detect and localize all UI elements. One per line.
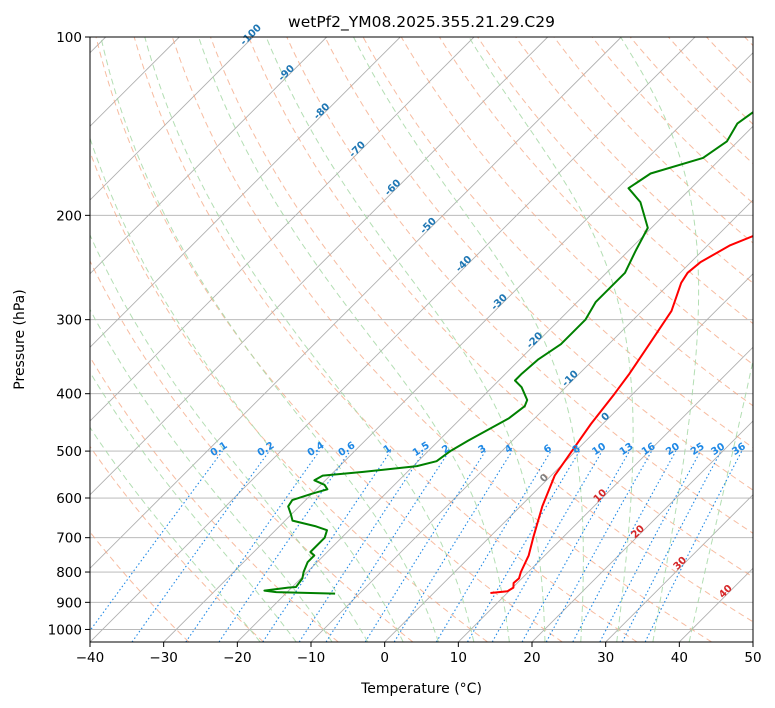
moist-adiabat-line <box>265 37 546 642</box>
profile-lines <box>263 111 753 595</box>
mixing-ratio-line <box>572 450 677 642</box>
y-tick-label: 100 <box>56 30 82 46</box>
isotherm-line <box>236 125 753 642</box>
y-axis-ticks: 1000 900 800 700 600 500 400 300 200 100 <box>48 30 90 638</box>
y-tick-label: 700 <box>56 531 82 547</box>
isotherm-line <box>90 37 475 422</box>
isotherm-line <box>90 37 254 201</box>
mixing-ratio-line <box>131 450 270 642</box>
mixing-ratio-line <box>644 450 743 642</box>
mixing-ratio-label: 6 <box>542 443 554 456</box>
x-tick-label: 30 <box>597 650 614 666</box>
y-tick-label: 400 <box>56 387 82 403</box>
chart-title: wetPf2_YM08.2025.355.21.29.C29 <box>288 13 555 32</box>
isotherm-line <box>605 494 753 642</box>
x-tick-label: 0 <box>380 650 389 666</box>
moist-adiabat-line <box>198 37 510 642</box>
dry-adiabat-line <box>95 37 563 642</box>
mixing-ratio-line <box>545 450 653 642</box>
plot-area <box>90 37 753 642</box>
mixing-ratio-line <box>262 450 392 642</box>
dry-adiabat-line <box>286 37 753 534</box>
isotherm-line <box>531 420 753 642</box>
y-tick-label: 200 <box>56 208 82 224</box>
dry-adiabat-line <box>515 37 753 284</box>
plot-background <box>90 37 753 642</box>
y-tick-label: 900 <box>56 595 82 611</box>
moist-adiabat-line <box>90 426 261 642</box>
x-tick-label: 10 <box>450 650 467 666</box>
x-tick-label: 20 <box>523 650 540 666</box>
dry-adiabat-line <box>171 37 712 642</box>
x-tick-label: −40 <box>76 650 105 666</box>
isotherm-line <box>90 37 549 496</box>
isotherm-line <box>163 52 753 642</box>
x-tick-label: −30 <box>149 650 178 666</box>
x-tick-label: −20 <box>223 650 252 666</box>
moist-adiabat-line <box>620 37 700 642</box>
dry-adiabat-line <box>324 37 753 491</box>
mixing-ratio-label: 8 <box>571 443 583 456</box>
x-tick-label: −10 <box>297 650 326 666</box>
mixing-ratio-label: 4 <box>503 443 515 456</box>
mixing-ratio-line <box>90 450 223 632</box>
dry-adiabat-line <box>133 37 638 642</box>
x-axis-ticks: −40 −30 −20 −10 0 10 20 30 40 50 <box>76 642 762 666</box>
background-lines <box>90 37 753 642</box>
moist-adiabat-line <box>90 371 297 642</box>
y-tick-label: 600 <box>56 491 82 507</box>
moist-adiabat-line <box>144 37 475 642</box>
x-axis-label: Temperature (°C) <box>360 681 482 697</box>
isotherm-line <box>384 273 753 642</box>
y-tick-label: 800 <box>56 565 82 581</box>
mixing-ratio-line <box>185 450 320 642</box>
dewpoint-profile-line <box>263 111 753 595</box>
y-tick-label: 500 <box>56 444 82 460</box>
mixing-ratio-label: 3 <box>476 443 488 456</box>
x-tick-label: 50 <box>744 650 761 666</box>
mixing-ratio-line <box>393 450 513 642</box>
dry-adiabat-line <box>90 445 264 642</box>
x-tick-label: 40 <box>671 650 688 666</box>
y-axis-label: Pressure (hPa) <box>12 289 28 389</box>
y-tick-label: 1000 <box>48 622 82 638</box>
moist-adiabat-line <box>90 308 333 642</box>
moist-adiabat-line <box>688 358 753 642</box>
moist-adiabat-line <box>90 233 369 642</box>
dry-adiabat-line <box>248 37 753 578</box>
isotherm-line <box>752 641 753 642</box>
axes-border <box>89 36 754 643</box>
moist-adiabat-line <box>353 37 584 642</box>
isotherm-line <box>90 37 696 642</box>
isotherm-line <box>90 37 622 569</box>
mixing-ratio-line <box>521 450 630 642</box>
y-tick-label: 300 <box>56 313 82 329</box>
dry-adiabat-line <box>90 259 414 642</box>
mixing-ratio-label: 2 <box>440 443 452 456</box>
isotherm-line <box>90 37 328 275</box>
mixing-ratio-line <box>218 450 351 642</box>
mixing-ratio-line <box>298 450 425 642</box>
temperature-profile-line <box>490 234 753 594</box>
isotherm-line <box>90 37 401 348</box>
mixing-ratio-line <box>325 450 450 642</box>
dry-adiabat-line <box>210 37 753 623</box>
moist-adiabat-line <box>90 136 404 642</box>
dry-adiabat-line <box>90 356 339 642</box>
axes-frame <box>89 36 754 643</box>
isotherm-line <box>457 346 753 642</box>
moist-adiabat-line <box>100 37 439 642</box>
mixing-ratio-label: 1 <box>382 443 394 456</box>
